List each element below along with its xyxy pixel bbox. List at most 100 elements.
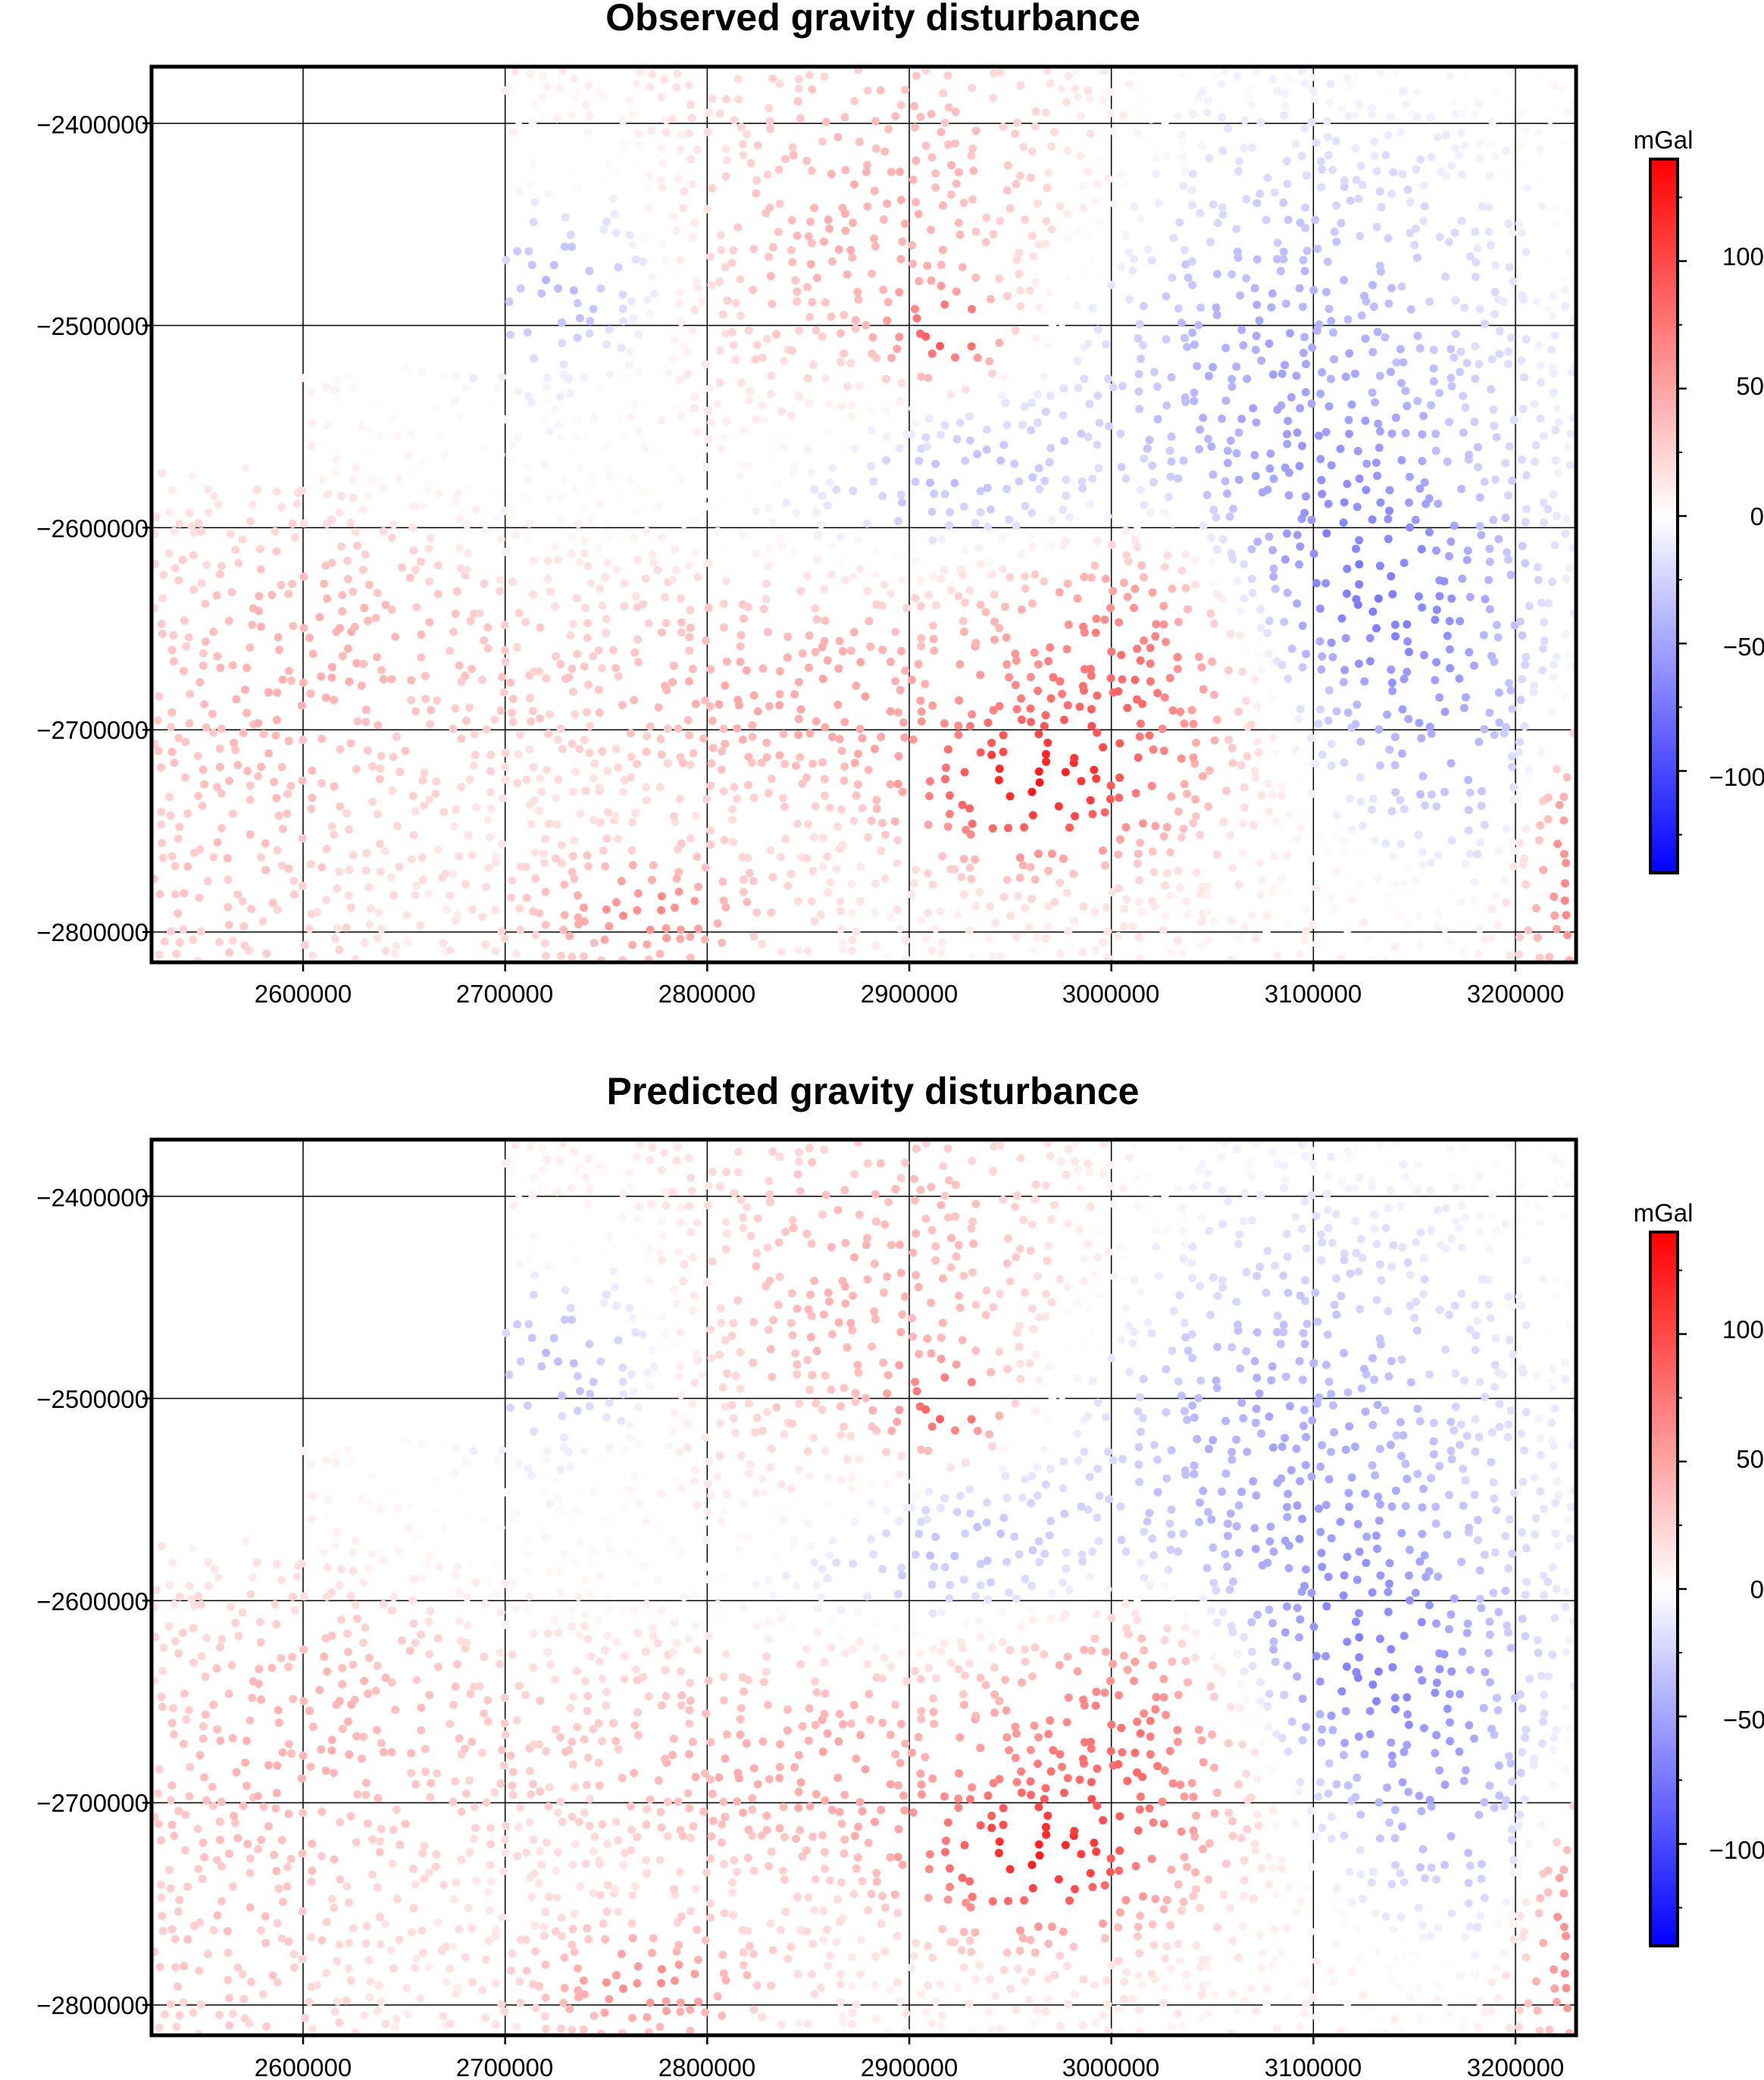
station-point <box>1279 247 1288 256</box>
station-point <box>823 1574 832 1583</box>
station-point <box>1476 838 1485 847</box>
station-point <box>1403 620 1412 629</box>
station-point <box>749 877 758 886</box>
station-point <box>987 295 995 304</box>
station-point <box>851 1388 860 1397</box>
station-point <box>808 85 817 94</box>
station-point <box>676 1998 685 2007</box>
station-point <box>1251 471 1260 480</box>
station-point <box>1451 144 1460 153</box>
station-point <box>527 717 535 726</box>
station-point <box>882 1480 891 1489</box>
station-point <box>691 1622 700 1631</box>
station-point <box>1210 736 1219 745</box>
station-point <box>1162 152 1171 161</box>
station-point <box>1327 893 1336 902</box>
station-point <box>195 1918 205 1927</box>
station-point <box>672 1639 681 1647</box>
station-point <box>1077 777 1086 786</box>
station-point <box>380 377 389 386</box>
station-point <box>907 1503 916 1512</box>
station-point <box>471 1823 480 1832</box>
station-point <box>633 889 643 898</box>
station-point <box>1160 693 1169 702</box>
station-point <box>306 1932 315 1941</box>
station-point <box>996 217 1005 225</box>
station-point <box>1075 152 1084 161</box>
station-point <box>493 1589 502 1597</box>
station-point <box>768 518 777 527</box>
station-point <box>685 633 694 642</box>
station-point <box>804 1893 813 1902</box>
station-point <box>939 201 947 210</box>
station-point <box>411 1880 420 1889</box>
station-point <box>671 1340 680 1350</box>
station-point <box>574 891 582 900</box>
station-point <box>360 938 369 947</box>
station-point <box>1254 649 1263 658</box>
station-point <box>693 1500 702 1509</box>
station-point <box>158 1541 167 1550</box>
station-point <box>1296 404 1305 413</box>
station-point <box>1554 418 1563 427</box>
station-point <box>421 1767 430 1776</box>
station-point <box>1508 704 1517 713</box>
station-point <box>1368 388 1377 397</box>
station-point <box>627 846 636 855</box>
station-point <box>946 390 955 399</box>
station-point <box>239 921 249 931</box>
station-point <box>910 544 919 553</box>
station-point <box>289 1694 298 1703</box>
station-point <box>317 863 327 872</box>
station-point <box>692 1523 701 1532</box>
station-point <box>307 805 316 813</box>
station-point <box>1173 936 1182 945</box>
station-point <box>395 862 404 871</box>
station-point <box>1384 234 1393 242</box>
station-point <box>751 1580 760 1589</box>
station-point <box>670 1408 679 1417</box>
station-point <box>742 666 751 675</box>
station-point <box>768 873 777 882</box>
station-point <box>737 1452 746 1460</box>
station-point <box>1103 927 1112 936</box>
station-point <box>864 1906 873 1915</box>
station-point <box>1405 472 1414 481</box>
station-point <box>1247 99 1256 108</box>
station-point <box>202 561 211 570</box>
station-point <box>917 1790 926 1799</box>
station-point <box>627 1370 636 1378</box>
station-point <box>937 574 946 583</box>
station-point <box>491 859 500 868</box>
station-point <box>1027 787 1037 796</box>
station-point <box>1480 477 1489 486</box>
station-point <box>524 1320 533 1329</box>
station-point <box>1321 287 1331 296</box>
station-point <box>351 1536 360 1545</box>
station-point <box>1545 952 1554 962</box>
colorbar-gradient <box>1649 158 1679 874</box>
station-point <box>556 433 565 442</box>
station-point <box>1247 574 1256 583</box>
station-point <box>1291 745 1300 754</box>
station-point <box>381 2019 390 2028</box>
station-point <box>529 907 538 916</box>
station-point <box>635 1202 643 1211</box>
station-point <box>1256 605 1265 614</box>
station-point <box>1560 276 1569 285</box>
station-point <box>570 1147 579 1156</box>
station-point <box>272 1788 281 1797</box>
station-point <box>848 1326 857 1335</box>
station-point <box>335 867 344 876</box>
station-point <box>887 1240 896 1250</box>
station-point <box>556 1506 565 1515</box>
station-point <box>796 752 805 762</box>
station-point <box>351 463 360 472</box>
station-point <box>1278 874 1287 884</box>
station-point <box>449 1700 458 1709</box>
station-point <box>570 1909 579 1918</box>
station-point <box>198 802 207 810</box>
station-point <box>1204 371 1213 380</box>
station-point <box>930 646 939 655</box>
station-point <box>223 1927 232 1936</box>
